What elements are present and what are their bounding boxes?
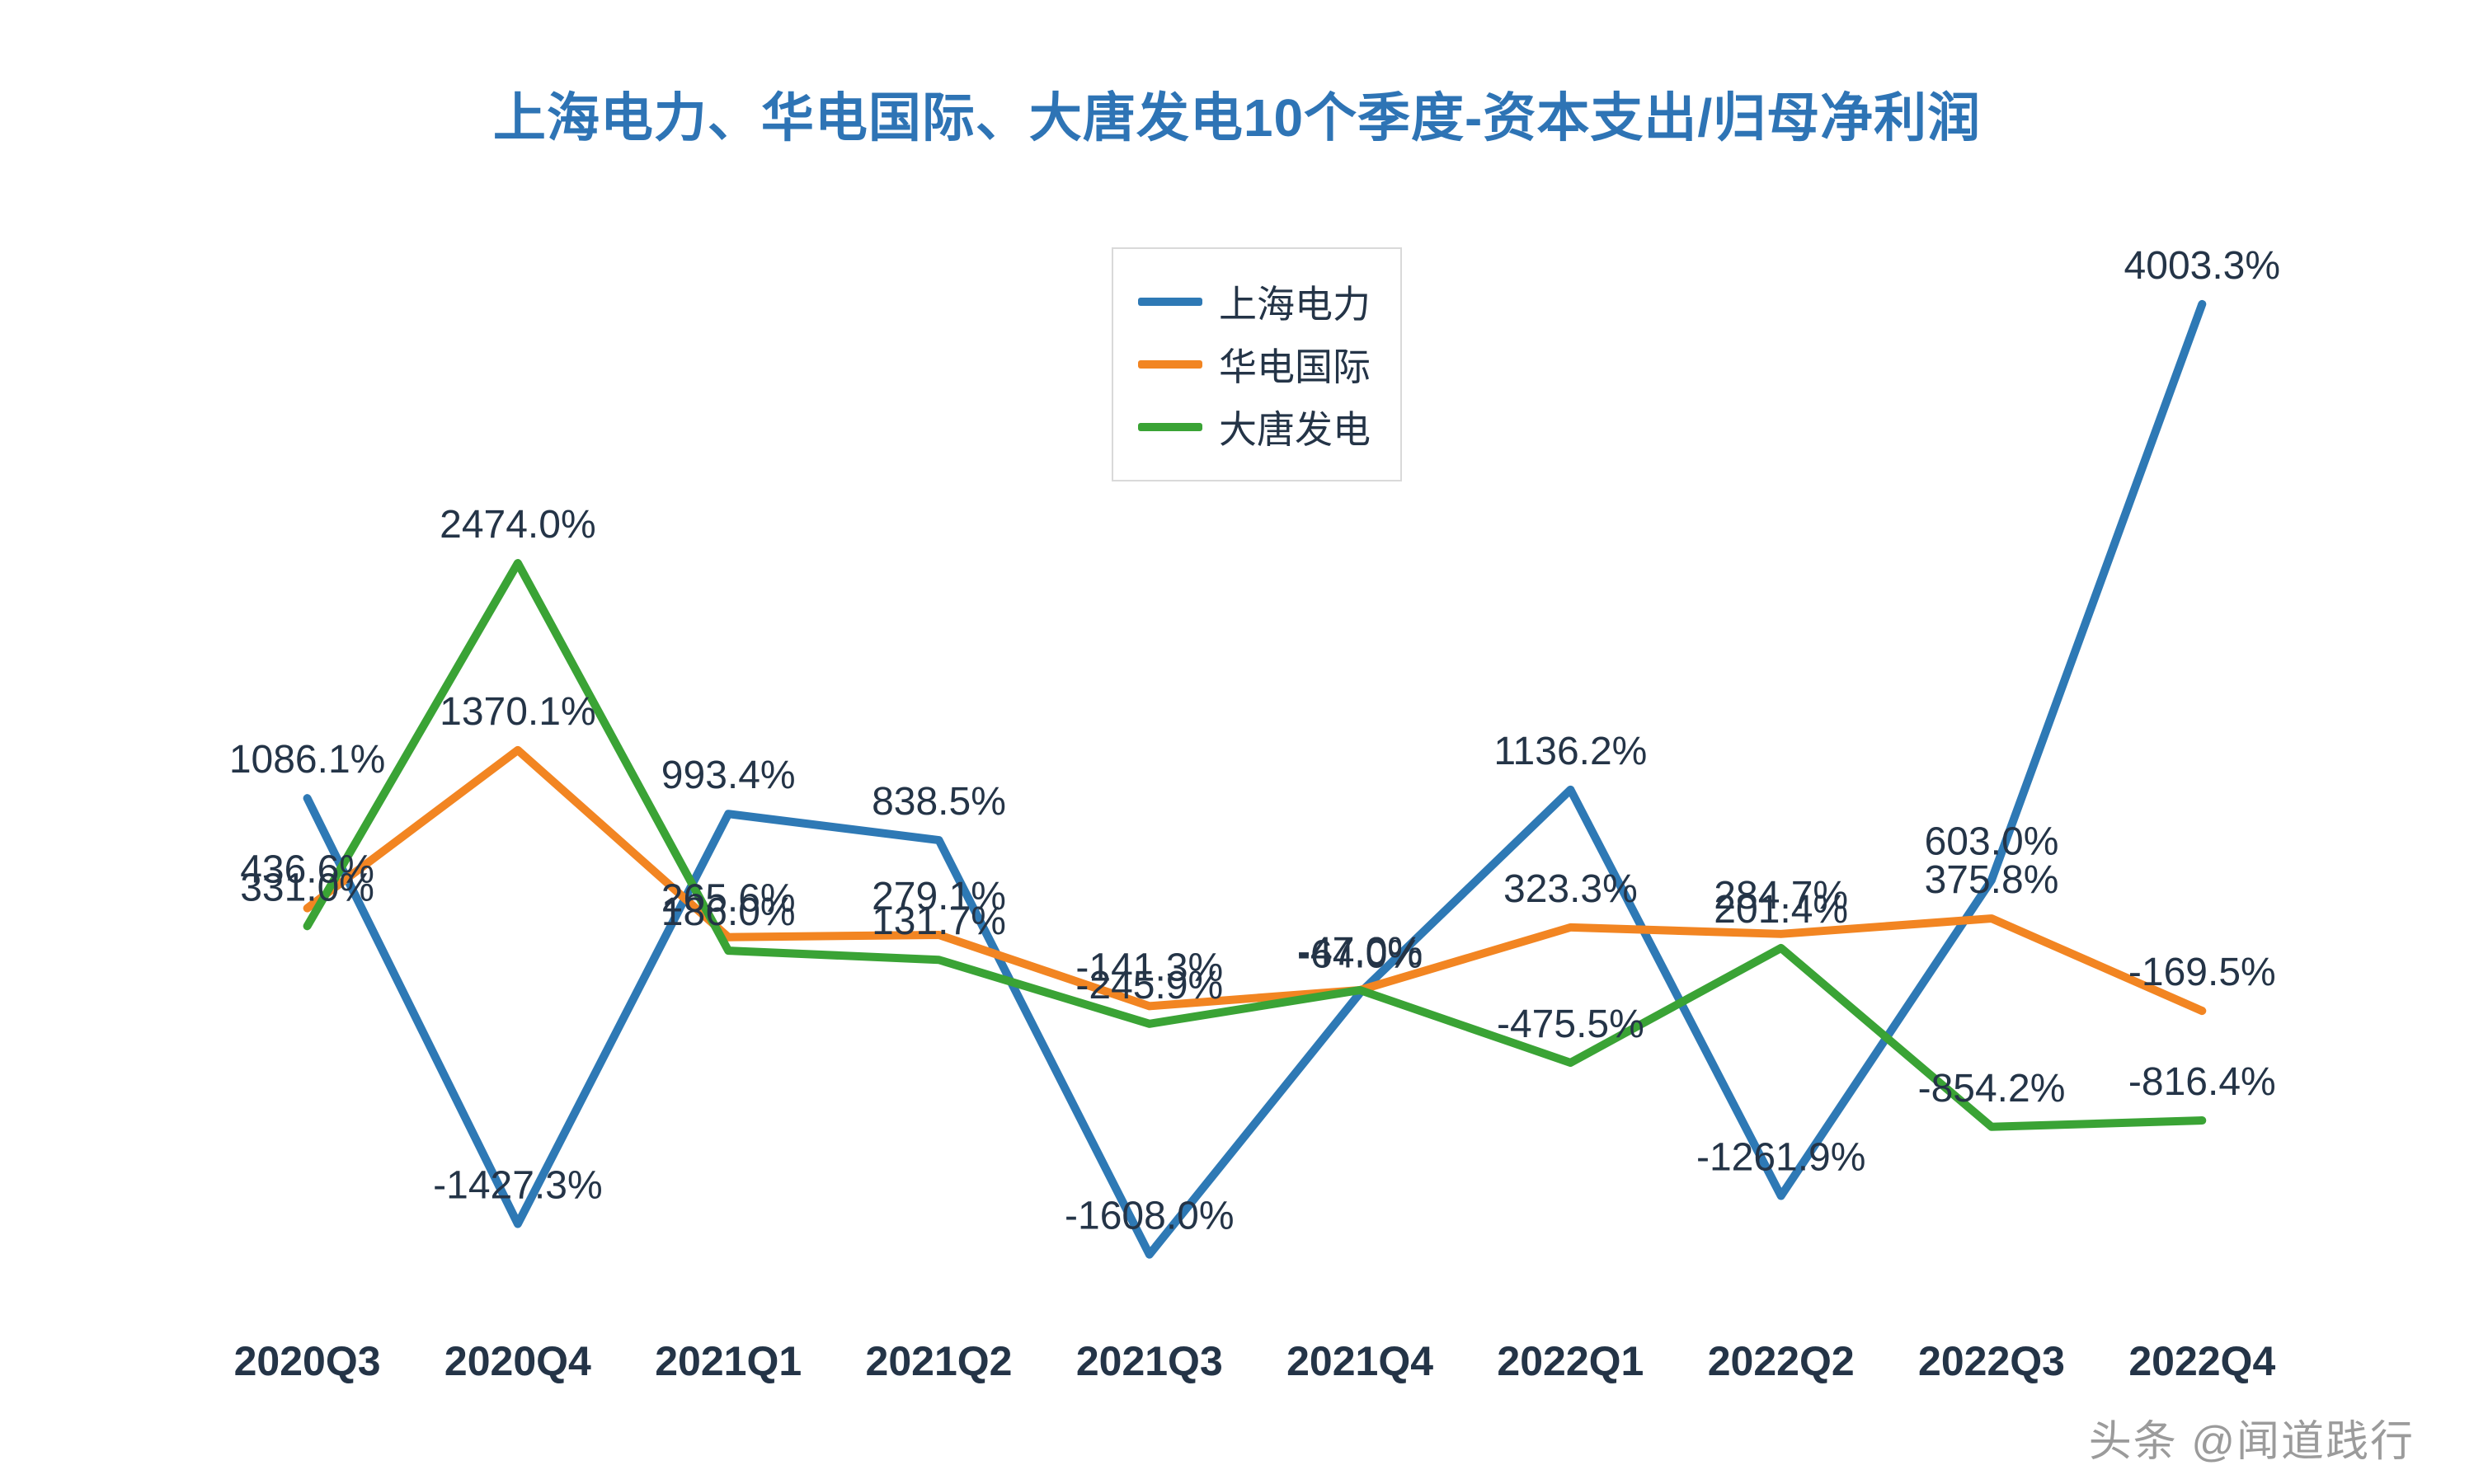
data-label: 323.3%: [1503, 867, 1638, 911]
x-axis-label: 2021Q3: [1076, 1338, 1223, 1384]
data-label: 993.4%: [661, 754, 796, 797]
watermark: 头条 @闻道践行: [2088, 1418, 2415, 1466]
data-label: 186.0%: [661, 890, 796, 934]
x-axis-label: 2020Q4: [444, 1338, 591, 1384]
x-axis-label: 2022Q2: [1708, 1338, 1855, 1384]
data-label: 603.0%: [1925, 819, 2059, 863]
data-label: 331.0%: [240, 866, 374, 909]
data-label: 279.1%: [872, 875, 1006, 918]
data-label: -1608.0%: [1065, 1195, 1234, 1238]
x-axis-label: 2020Q3: [234, 1338, 381, 1384]
legend-item-华电国际: 华电国际: [1138, 333, 1376, 396]
data-label: 4003.3%: [2124, 244, 2281, 288]
legend: 上海电力华电国际大唐发电: [1112, 247, 1402, 481]
series-line-大唐发电: [303, 559, 2207, 1131]
legend-line-swatch: [1138, 423, 1202, 431]
data-label: 2474.0%: [440, 503, 596, 547]
legend-item-大唐发电: 大唐发电: [1138, 396, 1376, 458]
x-axis-label: 2021Q1: [655, 1338, 802, 1384]
data-label: -245.9%: [1075, 964, 1223, 1007]
legend-line-swatch: [1138, 298, 1202, 306]
legend-line-swatch: [1138, 360, 1202, 369]
legend-item-上海电力: 上海电力: [1138, 270, 1376, 333]
data-label: 284.7%: [1714, 874, 1848, 918]
data-label: -64.0%: [1297, 932, 1423, 976]
x-axis-label: 2022Q3: [1918, 1338, 2065, 1384]
x-axis-label: 2021Q4: [1286, 1338, 1433, 1384]
series-line-华电国际: [303, 745, 2207, 1016]
data-label: 375.8%: [1925, 858, 2059, 902]
data-label: 131.7%: [872, 899, 1006, 943]
data-label: -47.0%: [1297, 930, 1423, 974]
data-label: -169.5%: [2128, 951, 2276, 994]
data-label: -47.0%: [1297, 930, 1423, 974]
x-axis-label: 2021Q2: [866, 1338, 1013, 1384]
data-label: 1086.1%: [229, 738, 386, 782]
data-label: 1136.2%: [1493, 730, 1647, 773]
data-label: 201.4%: [1714, 888, 1848, 932]
data-label: 838.5%: [872, 780, 1006, 824]
data-label: -816.4%: [2128, 1060, 2276, 1104]
legend-label: 上海电力: [1219, 283, 1371, 326]
x-axis-label: 2022Q4: [2128, 1338, 2275, 1384]
legend-label: 大唐发电: [1219, 408, 1371, 451]
data-label: 265.6%: [661, 877, 796, 921]
data-label: 1370.1%: [440, 690, 596, 734]
data-label: -141.3%: [1075, 946, 1223, 989]
legend-label: 华电国际: [1219, 345, 1371, 388]
data-label: -854.2%: [1918, 1067, 2066, 1111]
data-label: -1427.3%: [433, 1164, 602, 1208]
x-axis-label: 2022Q1: [1497, 1338, 1644, 1384]
data-label: 436.6%: [240, 848, 374, 892]
data-label: -1261.9%: [1696, 1136, 1865, 1180]
data-label: -475.5%: [1497, 1003, 1644, 1046]
chart-title: 上海电力、华电国际、大唐发电10个季度-资本支出/归母净利润: [492, 88, 1982, 148]
